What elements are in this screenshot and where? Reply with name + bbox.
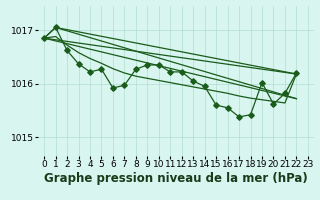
X-axis label: Graphe pression niveau de la mer (hPa): Graphe pression niveau de la mer (hPa) xyxy=(44,172,308,185)
